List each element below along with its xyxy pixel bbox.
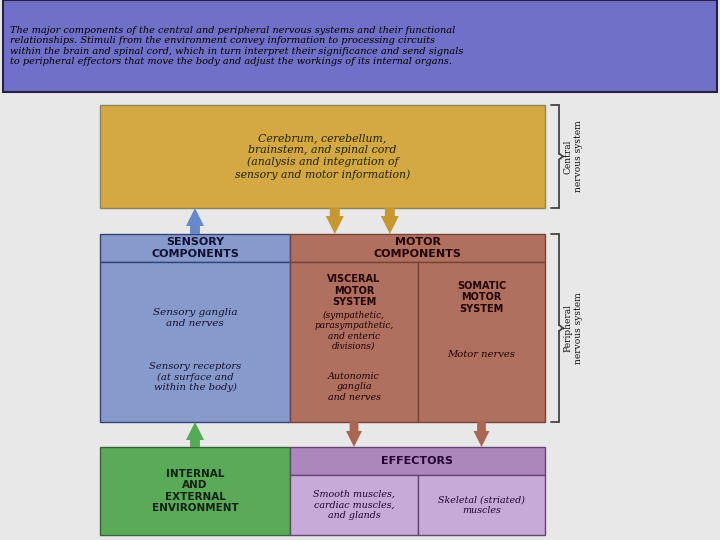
Text: Motor nerves: Motor nerves [448,350,516,359]
Text: VISCERAL
MOTOR
SYSTEM: VISCERAL MOTOR SYSTEM [328,274,381,307]
Bar [100,447,290,535]
Bar [3,0,717,92]
Text: INTERNAL
AND
EXTERNAL
ENVIRONMENT: INTERNAL AND EXTERNAL ENVIRONMENT [152,469,238,514]
Bar [290,447,545,475]
Bar [100,105,545,208]
Text: SOMATIC
MOTOR
SYSTEM: SOMATIC MOTOR SYSTEM [457,281,506,314]
Polygon shape [186,208,204,234]
Bar [418,475,545,535]
Polygon shape [381,208,399,234]
Bar [290,262,418,422]
Bar [100,262,290,422]
Text: Sensory ganglia
and nerves: Sensory ganglia and nerves [153,308,238,328]
Text: Sensory receptors
(at surface and
within the body): Sensory receptors (at surface and within… [149,362,241,392]
Polygon shape [474,422,490,447]
Text: SENSORY
COMPONENTS: SENSORY COMPONENTS [151,237,239,259]
Polygon shape [186,422,204,447]
Text: Skeletal (striated)
muscles: Skeletal (striated) muscles [438,495,525,515]
Text: Autonomic
ganglia
and nerves: Autonomic ganglia and nerves [328,372,380,402]
Bar [418,262,545,422]
Text: MOTOR
COMPONENTS: MOTOR COMPONENTS [374,237,462,259]
Text: EFFECTORS: EFFECTORS [382,456,454,466]
Text: Smooth muscles,
cardiac muscles,
and glands: Smooth muscles, cardiac muscles, and gla… [313,490,395,520]
Text: Cerebrum, cerebellum,
brainstem, and spinal cord
(analysis and integration of
se: Cerebrum, cerebellum, brainstem, and spi… [235,133,410,180]
Bar [290,475,418,535]
Text: Peripheral
nervous system: Peripheral nervous system [563,292,582,364]
Text: The major components of the central and peripheral nervous systems and their fun: The major components of the central and … [10,26,464,66]
Bar [290,234,545,262]
Bar [100,234,290,262]
Polygon shape [325,208,344,234]
Text: Central
nervous system: Central nervous system [563,120,582,192]
Text: (sympathetic,
parasympathetic,
and enteric
divisions): (sympathetic, parasympathetic, and enter… [315,310,394,351]
Polygon shape [346,422,362,447]
